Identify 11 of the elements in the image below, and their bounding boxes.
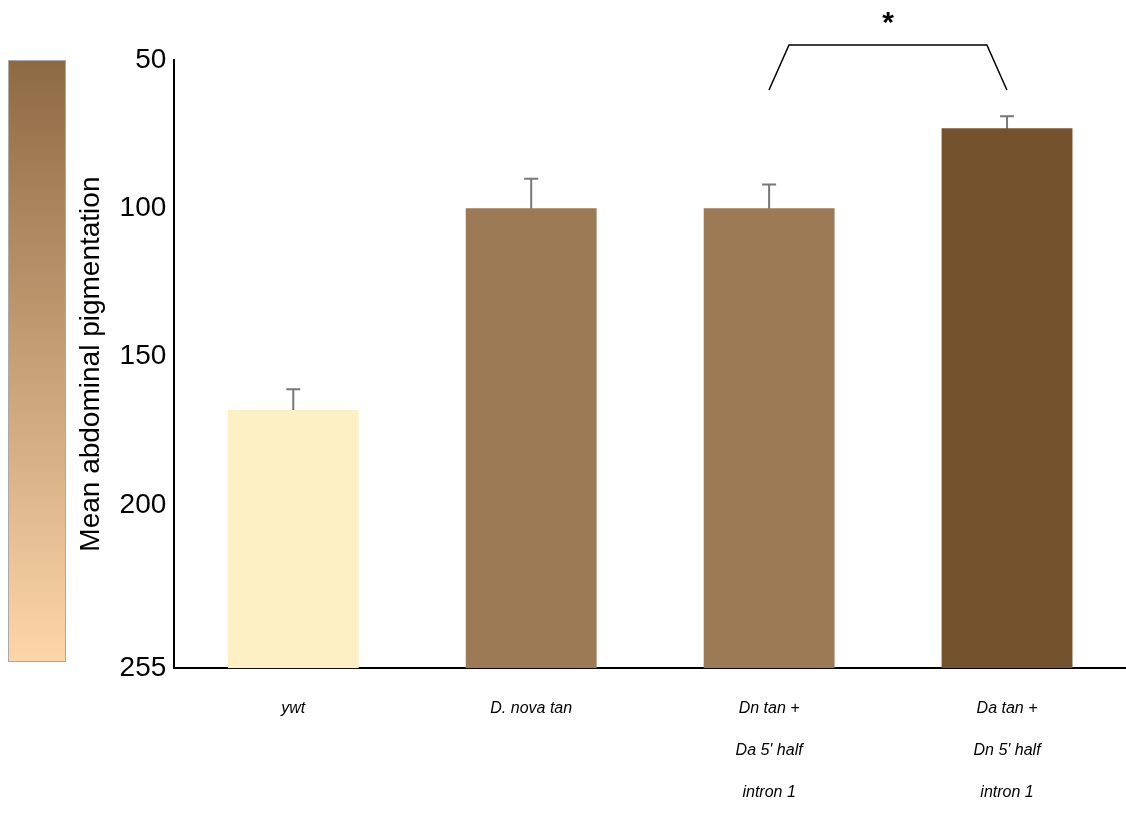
y-axis-title: Mean abdominal pigmentation xyxy=(73,176,105,552)
category-label: Dn tan + Da 5' half intron 1 xyxy=(735,699,803,800)
y-tick-label: 50 xyxy=(135,42,167,74)
y-tick-label: 100 xyxy=(119,191,167,223)
text: * xyxy=(882,5,894,39)
category-label: Da tan + Dn 5' half intron 1 xyxy=(973,699,1041,800)
y-tick-label: 150 xyxy=(119,339,167,371)
y-tick-label: 200 xyxy=(119,487,167,519)
x-tick-label: D. nova tan xyxy=(490,699,573,717)
y-tick-label: 255 xyxy=(119,650,167,682)
x-tick-label: ywt xyxy=(280,699,306,717)
